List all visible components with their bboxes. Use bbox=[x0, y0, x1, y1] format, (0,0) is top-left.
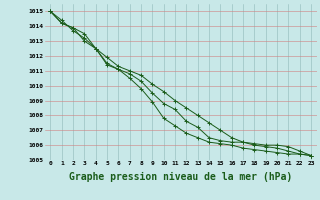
X-axis label: Graphe pression niveau de la mer (hPa): Graphe pression niveau de la mer (hPa) bbox=[69, 172, 292, 182]
